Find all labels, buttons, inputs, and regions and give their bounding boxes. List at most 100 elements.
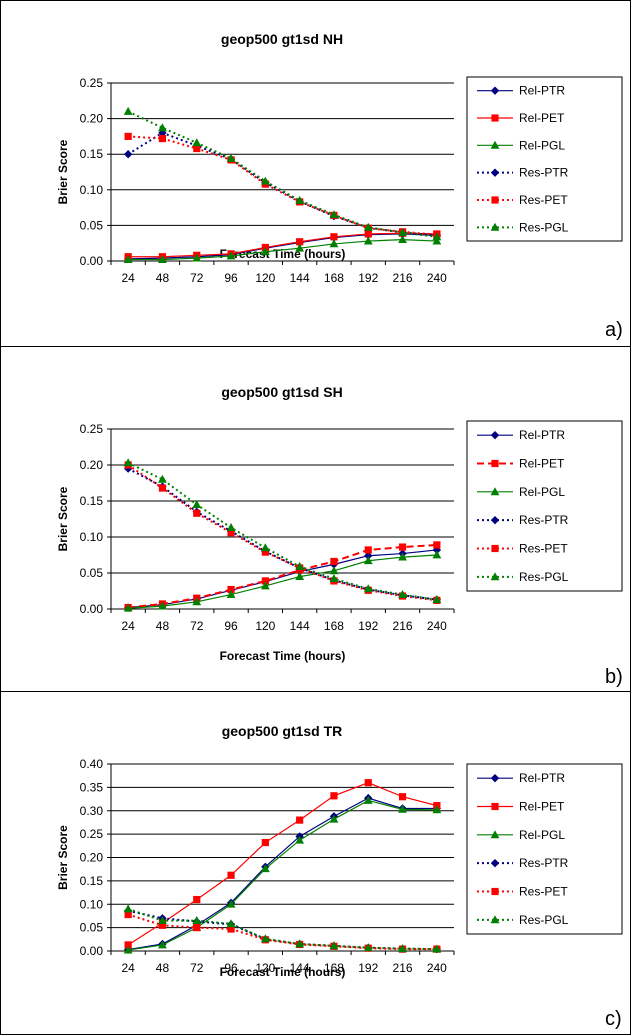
y-tick-label: 0.10 (80, 183, 104, 197)
data-point (123, 945, 133, 954)
legend-box (466, 420, 623, 592)
panel-label: c) (605, 1008, 622, 1030)
y-tick-label: 0.20 (80, 851, 104, 865)
legend-label: Res-PGL (519, 220, 569, 234)
y-axis-label: Brier Score (56, 139, 70, 204)
data-point (227, 585, 235, 594)
x-tick-label: 24 (121, 619, 135, 633)
data-point (363, 795, 373, 804)
data-point (296, 816, 304, 824)
data-point (364, 230, 372, 238)
legend-label: Rel-PGL (519, 138, 565, 152)
data-point (226, 590, 236, 598)
chart-svg: geop500 gt1sd SH 0.00 0.05 0.10 0.15 0.20 0.25… (56, 384, 623, 688)
chart-panel-c: geop500 gt1sd TR 0.00 0.05 0.10 0.15 0.20 0.25… (0, 691, 631, 1035)
data-point (226, 251, 236, 260)
y-tick-label: 0.25 (80, 827, 104, 841)
x-tick-label: 120 (255, 271, 275, 285)
data-point (363, 943, 373, 952)
legend-item: Rel-PET (477, 457, 565, 471)
data-point (123, 254, 133, 263)
data-point (158, 254, 167, 263)
x-tick-label: 72 (190, 271, 204, 285)
x-tick-label: 216 (393, 271, 413, 285)
y-tick-label: 0.35 (80, 780, 104, 794)
data-point (227, 871, 235, 879)
legend-label: Res-PET (519, 193, 568, 207)
y-tick-label: 0.10 (80, 530, 104, 544)
series-res-pgl (123, 904, 442, 953)
legend-label: Rel-PTR (519, 84, 565, 98)
legend-item: Rel-PTR (477, 428, 565, 442)
x-tick-label: 48 (156, 619, 170, 633)
y-tick-label: 0.00 (80, 944, 104, 958)
series-line (128, 543, 437, 609)
data-point (330, 557, 338, 566)
series-rel-pgl (123, 795, 442, 954)
series-line (128, 549, 437, 609)
legend-box (466, 76, 623, 242)
legend: Rel-PTR Rel-PET Rel-PGL Res-PTR Res-PET Res-P… (466, 763, 623, 935)
series-line (127, 909, 437, 951)
y-tick-label: 0.00 (80, 602, 104, 616)
legend-marker (490, 86, 500, 95)
y-axis-label: Brier Score (56, 825, 70, 890)
series-line (128, 554, 437, 609)
data-point (192, 597, 202, 606)
series-line (127, 461, 437, 601)
x-tick-label: 24 (121, 271, 135, 285)
data-point (398, 552, 407, 561)
data-point (260, 176, 270, 185)
data-point (123, 904, 133, 913)
x-tick-label: 120 (255, 961, 275, 975)
x-tick-label: 192 (358, 619, 378, 633)
data-point (260, 934, 270, 943)
series-res-ptr (123, 464, 442, 604)
legend-marker (490, 572, 500, 581)
chart-title: geop500 gt1sd TR (222, 723, 343, 739)
x-tick-label: 192 (358, 271, 378, 285)
legend-label: Res-PTR (519, 856, 569, 870)
series-res-pet (124, 461, 441, 604)
legend-marker (490, 140, 500, 149)
data-point (432, 595, 442, 604)
chart-svg: geop500 gt1sd NH 0.00 0.05 0.10 0.15 0.20 0.25… (56, 31, 623, 341)
y-tick-label: 0.05 (80, 218, 104, 232)
legend-marker (491, 802, 499, 811)
x-tick-label: 240 (427, 619, 447, 633)
legend-item: Rel-PGL (477, 485, 565, 499)
legend-label: Rel-PET (519, 111, 565, 125)
series-res-pet (124, 132, 441, 239)
data-point (398, 543, 407, 551)
data-point (227, 529, 235, 537)
data-point (123, 603, 133, 612)
series-rel-pet (124, 541, 441, 612)
legend-marker (490, 168, 500, 177)
chart-panel-b: geop500 gt1sd SH 0.00 0.05 0.10 0.15 0.20 0.25… (0, 346, 631, 692)
x-tick-label: 48 (156, 961, 170, 975)
data-point (261, 577, 269, 585)
legend-item: Res-PGL (477, 220, 569, 234)
series-res-ptr (123, 906, 442, 954)
legend-label: Rel-PGL (519, 485, 565, 499)
series-line (127, 467, 437, 601)
x-tick-label: 96 (224, 271, 238, 285)
series-res-pgl (123, 106, 442, 241)
series-rel-ptr (123, 793, 442, 954)
series-line (128, 232, 437, 258)
y-tick-label: 0.25 (80, 76, 104, 90)
data-point (193, 924, 201, 932)
data-point (432, 805, 442, 814)
series-rel-pgl (123, 550, 442, 612)
legend-label: Res-PGL (519, 913, 569, 927)
data-point (398, 227, 407, 236)
legend-label: Rel-PET (519, 800, 565, 814)
data-point (398, 804, 407, 813)
x-axis-label: Forecast Time (hours) (220, 965, 346, 979)
x-tick-label: 168 (324, 619, 344, 633)
legend-marker (490, 487, 500, 496)
series-line (128, 233, 437, 260)
data-point (363, 556, 373, 565)
data-point (123, 106, 133, 115)
chart-svg: geop500 gt1sd TR 0.00 0.05 0.10 0.15 0.20 0.25… (56, 723, 623, 1030)
